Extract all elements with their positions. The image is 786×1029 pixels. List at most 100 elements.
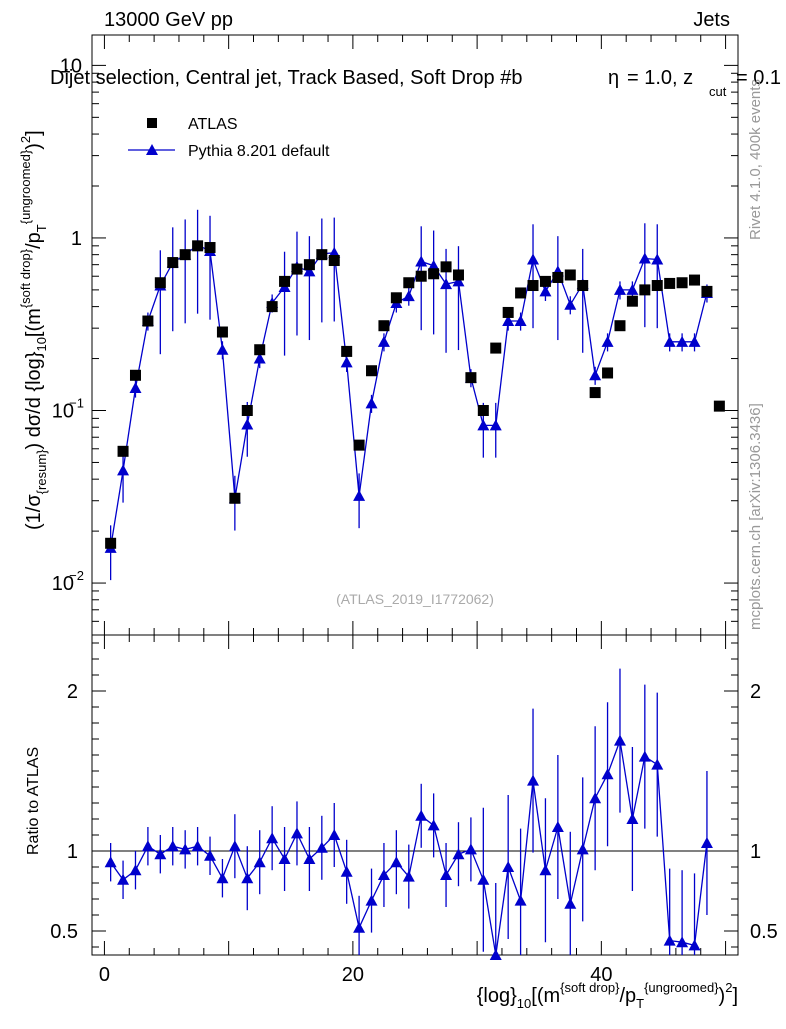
main-y-label: (1/σ{resum}) dσ/d {log}10[(m{soft drop}/… (18, 130, 49, 530)
mc-point (638, 252, 651, 264)
ratio-point (141, 840, 154, 852)
y-tick-label: 1 (71, 228, 82, 250)
main-y-label-e: [(m (23, 308, 45, 337)
data-point (328, 255, 340, 267)
mc-point (129, 382, 142, 394)
data-point (291, 263, 303, 275)
data-point (204, 242, 216, 254)
data-series-main (105, 240, 725, 549)
main-y-label-d: 10 (34, 337, 49, 351)
legend-data-marker (147, 118, 157, 128)
mc-point (626, 283, 639, 295)
mc-point (514, 315, 527, 327)
ratio-y-tick-label-right: 2 (750, 681, 761, 703)
ratio-point (514, 894, 527, 906)
ratio-point (166, 840, 179, 852)
data-point (589, 387, 601, 399)
data-point (614, 320, 626, 332)
ratio-point (129, 864, 142, 876)
y-tick-label: 10 (60, 55, 82, 77)
ratio-point (303, 853, 316, 864)
y-tick-exponent: −1 (69, 395, 84, 410)
ratio-point (241, 872, 254, 884)
ratio-panel-frame (91, 634, 739, 956)
ratio-point (253, 856, 266, 868)
ratio-point (415, 809, 428, 821)
x-label-f: T (636, 996, 644, 1011)
data-point (452, 269, 464, 281)
ratio-point (527, 774, 540, 786)
ratio-y-tick-label-right: 0.5 (750, 921, 778, 943)
ratio-point (502, 861, 515, 872)
mc-point (241, 418, 254, 430)
ratio-series (104, 668, 713, 960)
ratio-point (402, 870, 415, 882)
ratio-point (353, 921, 366, 933)
data-point (602, 367, 614, 379)
data-point (167, 257, 179, 269)
plot-params: = 1.0, z (627, 67, 693, 89)
ratio-point (440, 869, 453, 880)
mc-point (663, 335, 676, 347)
ratio-point (365, 894, 378, 906)
mc-point (415, 255, 428, 267)
mc-point (651, 253, 664, 265)
main-y-label-j: ) (23, 143, 45, 150)
plot-params-tail: = 0.1 (736, 67, 781, 89)
mc-point (340, 356, 353, 368)
ratio-point (576, 843, 589, 855)
plot-title: Dijet selection, Central jet, Track Base… (50, 67, 522, 89)
data-point (316, 249, 328, 261)
main-y-label-f: {soft drop} (18, 248, 33, 308)
ratio-point (104, 856, 117, 868)
legend-data-label: ATLAS (188, 116, 238, 133)
main-y-label-i: {ungroomed} (18, 149, 33, 224)
ratio-point (117, 873, 130, 885)
data-point (229, 492, 241, 504)
eta-symbol: η (608, 67, 619, 89)
data-point (254, 344, 266, 356)
energy-label: 13000 GeV pp (104, 9, 233, 31)
main-y-label-l: ] (23, 130, 45, 136)
ratio-point (390, 856, 403, 868)
source-label: mcplots.cern.ch [arXiv:1306.3436] (747, 403, 764, 630)
mc-point (527, 253, 540, 265)
ratio-point (179, 843, 192, 855)
ratio-point (651, 758, 664, 770)
data-point (378, 320, 390, 332)
ratio-point (290, 827, 303, 839)
mc-point (452, 275, 465, 287)
mc-point (601, 335, 614, 347)
mc-point (589, 369, 602, 381)
data-point (154, 277, 166, 289)
data-point (676, 277, 688, 289)
x-label-i: 2 (725, 980, 732, 995)
ratio-point (266, 832, 279, 844)
ratio-point (700, 837, 713, 848)
x-label-g: {ungroomed} (644, 980, 719, 995)
data-point (266, 301, 278, 313)
data-point (390, 292, 402, 304)
ratio-point (452, 848, 465, 860)
analysis-label: (ATLAS_2019_I1772062) (336, 591, 494, 607)
ratio-point (427, 819, 440, 831)
mc-point (564, 298, 577, 310)
main-y-label-b: {resum} (34, 449, 49, 494)
mc-point (353, 489, 366, 501)
ratio-point (589, 792, 602, 804)
x-tick-label: 20 (342, 964, 364, 986)
mc-series-main (104, 209, 713, 581)
ratio-point (154, 848, 167, 860)
ratio-point (278, 853, 291, 864)
mc-point (502, 315, 515, 327)
data-point (465, 372, 477, 384)
mc-point (477, 419, 490, 431)
mc-point (303, 265, 316, 277)
main-y-label-k: 2 (18, 136, 33, 143)
x-tick-label: 0 (99, 964, 110, 986)
ratio-point (228, 840, 241, 852)
legend-mc-marker (146, 144, 158, 155)
data-point (279, 275, 291, 287)
data-point (477, 404, 489, 416)
